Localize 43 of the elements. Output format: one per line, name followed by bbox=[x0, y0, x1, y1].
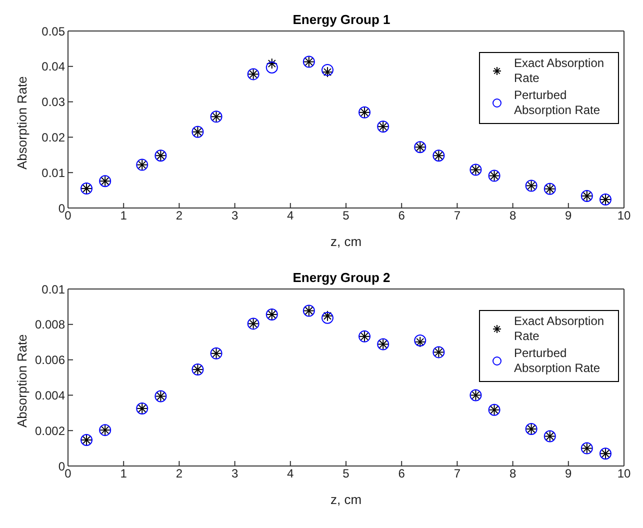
y-tick-label: 0.04 bbox=[42, 60, 66, 74]
x-tick-label: 3 bbox=[231, 466, 238, 481]
x-tick-label: 10 bbox=[617, 466, 631, 481]
x-tick-label: 8 bbox=[509, 208, 516, 223]
y-axis-title: Absorption Rate bbox=[14, 76, 30, 170]
x-tick-label: 2 bbox=[176, 466, 183, 481]
y-tick-label: 0.002 bbox=[34, 424, 66, 438]
x-tick-label: 9 bbox=[565, 466, 572, 481]
legend-label: Exact Absorption Rate bbox=[514, 314, 606, 344]
x-tick-label: 8 bbox=[509, 466, 516, 481]
y-tick-label: 0.008 bbox=[34, 318, 66, 332]
point bbox=[321, 64, 334, 76]
x-tick-label: 4 bbox=[287, 208, 294, 223]
x-tick-label: 7 bbox=[454, 466, 461, 481]
legend-label: Exact Absorption Rate bbox=[514, 56, 606, 86]
y-tick-label: 0.01 bbox=[42, 166, 66, 180]
x-tick-label: 6 bbox=[398, 466, 406, 481]
y-tick-label: 0.02 bbox=[42, 130, 66, 144]
x-tick-label: 6 bbox=[398, 208, 406, 223]
point bbox=[266, 61, 278, 74]
legend-label: Perturbed Absorption Rate bbox=[514, 88, 602, 118]
point bbox=[321, 312, 334, 324]
x-tick-label: 9 bbox=[565, 208, 572, 223]
x-tick-label: 4 bbox=[287, 466, 294, 481]
y-tick-label: 0.01 bbox=[42, 282, 66, 296]
y-tick-label: 0.05 bbox=[42, 24, 66, 38]
y-tick-label: 0.006 bbox=[34, 353, 66, 368]
x-axis-title: z, cm bbox=[330, 492, 362, 507]
x-tick-label: 5 bbox=[342, 466, 350, 481]
y-axis-title: Absorption Rate bbox=[14, 334, 30, 428]
x-tick-label: 5 bbox=[342, 208, 350, 223]
x-tick-label: 2 bbox=[176, 208, 183, 223]
x-tick-label: 7 bbox=[454, 208, 461, 223]
chart-title: Energy Group 1 bbox=[292, 12, 390, 27]
y-tick-label: 0.03 bbox=[42, 95, 66, 110]
x-tick-label: 10 bbox=[617, 208, 631, 223]
x-axis-title: z, cm bbox=[330, 234, 362, 249]
x-tick-label: 3 bbox=[231, 208, 238, 223]
legend-label: Perturbed Absorption Rate bbox=[514, 346, 602, 376]
x-tick-label: 1 bbox=[120, 466, 128, 481]
chart-title: Energy Group 2 bbox=[292, 270, 390, 285]
y-tick-label: 0.004 bbox=[34, 388, 66, 402]
x-tick-label: 1 bbox=[120, 208, 128, 223]
